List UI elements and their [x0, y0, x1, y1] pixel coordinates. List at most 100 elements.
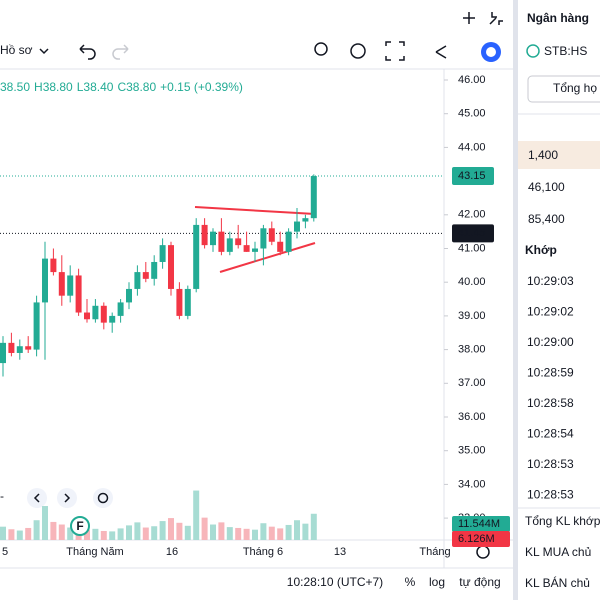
candle-body	[25, 346, 32, 350]
candle-body	[33, 302, 40, 350]
volume-bar	[117, 528, 124, 540]
volume-bar	[0, 526, 6, 540]
summary-row: KL BÁN chủ	[525, 575, 590, 590]
book-row: 46,100	[528, 180, 565, 194]
price-label: 45.00	[458, 108, 486, 120]
time-label: Tháng	[419, 546, 450, 558]
reset-icon[interactable]	[97, 492, 109, 504]
volume-bar	[100, 530, 107, 540]
status-auto[interactable]: tự động	[459, 575, 500, 589]
price-label: 36.00	[458, 411, 486, 423]
candle-body	[176, 288, 183, 316]
status-log[interactable]: log	[429, 575, 445, 589]
alert-icon[interactable]	[314, 42, 328, 56]
status-dot	[526, 44, 540, 58]
candle-body	[84, 312, 90, 320]
volume-bar	[151, 526, 158, 540]
volume-bar	[109, 531, 116, 540]
scroll-right[interactable]	[64, 493, 71, 503]
trade-time: 10:28:53	[527, 488, 574, 502]
time-label: Tháng 6	[243, 546, 283, 558]
volume-bar	[126, 525, 132, 540]
collapse-icon[interactable]	[489, 12, 503, 25]
trades-header: Khớp	[525, 243, 557, 257]
price-label: 38.00	[458, 344, 486, 356]
trade-time: 10:28:58	[527, 396, 574, 410]
volume-bar	[201, 517, 208, 540]
profile-caret[interactable]	[39, 48, 49, 55]
status-time[interactable]: 10:28:10 (UTC+7)	[287, 575, 383, 589]
volume-bar	[277, 528, 284, 540]
undo-icon[interactable]	[79, 44, 96, 60]
volume-badge	[452, 531, 510, 547]
price-label: 37.00	[458, 377, 486, 389]
fullscreen-icon[interactable]	[385, 41, 405, 61]
trade-time: 10:28:59	[527, 366, 574, 380]
ohlc-high: H38.80	[34, 80, 73, 94]
profile-menu[interactable]: Hồ sơ	[0, 43, 33, 57]
marker	[70, 516, 90, 536]
zoom-out[interactable]: -	[0, 489, 4, 503]
price-badge	[452, 167, 494, 186]
price-badge-label: 43.15	[458, 170, 486, 182]
summary-row: Tổng KL khớp	[525, 514, 600, 528]
trade-time: 10:28:54	[527, 427, 574, 441]
volume-bar	[42, 506, 48, 540]
trade-time: 10:28:53	[527, 457, 574, 471]
scroll-right-bg[interactable]	[57, 488, 77, 508]
volume-bar	[8, 529, 15, 540]
candle-body	[151, 261, 158, 279]
book-row: 1,400	[528, 148, 558, 162]
volume-bar	[50, 521, 57, 540]
reset-bg[interactable]	[93, 488, 113, 508]
candle-body	[243, 245, 250, 252]
candle-body	[235, 238, 242, 246]
volume-bar	[33, 520, 40, 540]
ohlc-change: +0.15 (+0.39%)	[160, 80, 243, 94]
price-badge	[452, 224, 494, 243]
volume-bar	[134, 522, 141, 540]
volume-bar	[184, 525, 191, 540]
candle-body	[210, 231, 216, 246]
candle-body	[67, 275, 74, 296]
candle-body	[92, 305, 99, 320]
candle-body	[285, 231, 292, 252]
candle-body	[277, 241, 284, 252]
volume-bar	[67, 527, 74, 540]
price-badge-label: 41.45	[458, 227, 486, 239]
time-label: 5	[2, 546, 8, 558]
add-icon[interactable]	[463, 12, 475, 24]
trade-time: 10:29:00	[527, 335, 574, 349]
candle-body	[310, 176, 317, 219]
side-button-frame[interactable]	[527, 75, 600, 103]
volume-bar	[142, 527, 149, 540]
volume-bar	[252, 529, 258, 540]
scroll-left[interactable]	[33, 493, 40, 503]
candle-body	[302, 218, 309, 222]
ohlc-close: C38.80	[117, 80, 156, 94]
candle-body	[159, 245, 166, 262]
volume-bar	[260, 523, 267, 540]
redo-icon	[112, 44, 129, 60]
volume-bar	[310, 513, 317, 540]
volume-bar	[226, 527, 233, 540]
trendline-lower	[219, 242, 316, 273]
candle-body	[268, 228, 275, 242]
share-icon[interactable]	[435, 45, 447, 59]
candle-body	[100, 305, 107, 323]
volume-bar	[92, 528, 99, 540]
volume-bar	[58, 524, 65, 540]
volume-bar	[16, 530, 23, 540]
volume-bar	[25, 527, 32, 540]
price-label: 34.00	[458, 478, 486, 490]
volume-bar	[176, 522, 183, 540]
candle-body	[193, 224, 200, 289]
candle-body	[218, 231, 225, 252]
panel-button[interactable]: Tổng họ	[553, 81, 597, 95]
settings-icon[interactable]	[350, 43, 366, 59]
candle-body	[294, 221, 300, 232]
status-percent[interactable]: %	[405, 575, 416, 589]
scroll-left-bg[interactable]	[27, 488, 47, 508]
